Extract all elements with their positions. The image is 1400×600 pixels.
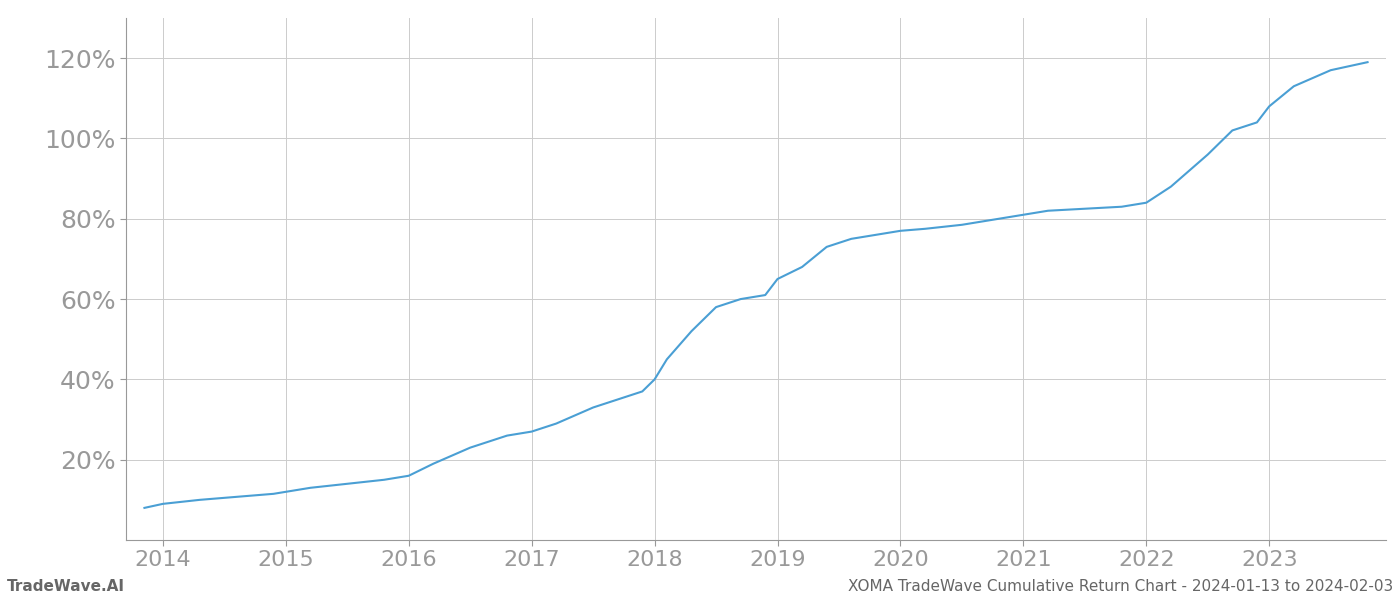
Text: TradeWave.AI: TradeWave.AI	[7, 579, 125, 594]
Text: XOMA TradeWave Cumulative Return Chart - 2024-01-13 to 2024-02-03: XOMA TradeWave Cumulative Return Chart -…	[848, 579, 1393, 594]
